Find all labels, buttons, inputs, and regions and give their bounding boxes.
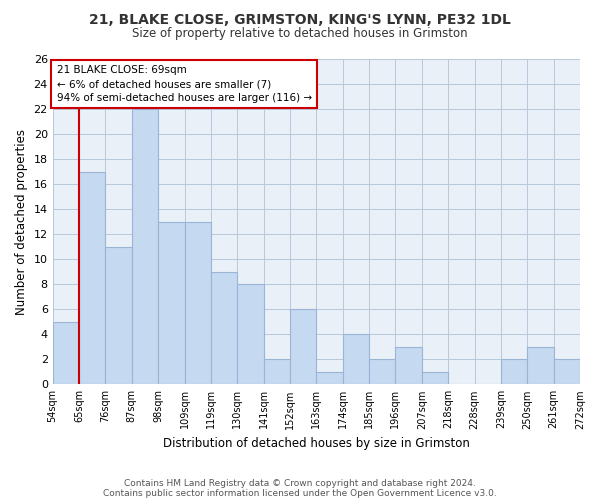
Bar	[501, 360, 527, 384]
Bar	[527, 347, 554, 385]
Bar	[79, 172, 106, 384]
Bar	[343, 334, 369, 384]
Bar	[185, 222, 211, 384]
Bar	[158, 222, 185, 384]
Bar	[211, 272, 237, 384]
Bar	[554, 360, 580, 384]
Bar	[422, 372, 448, 384]
Text: 21 BLAKE CLOSE: 69sqm
← 6% of detached houses are smaller (7)
94% of semi-detach: 21 BLAKE CLOSE: 69sqm ← 6% of detached h…	[56, 66, 312, 104]
Text: Size of property relative to detached houses in Grimston: Size of property relative to detached ho…	[132, 28, 468, 40]
Y-axis label: Number of detached properties: Number of detached properties	[15, 128, 28, 314]
Bar	[237, 284, 263, 384]
Bar	[395, 347, 422, 385]
Bar	[369, 360, 395, 384]
X-axis label: Distribution of detached houses by size in Grimston: Distribution of detached houses by size …	[163, 437, 470, 450]
Text: Contains public sector information licensed under the Open Government Licence v3: Contains public sector information licen…	[103, 488, 497, 498]
Bar	[106, 246, 132, 384]
Text: Contains HM Land Registry data © Crown copyright and database right 2024.: Contains HM Land Registry data © Crown c…	[124, 478, 476, 488]
Bar	[53, 322, 79, 384]
Bar	[263, 360, 290, 384]
Bar	[316, 372, 343, 384]
Text: 21, BLAKE CLOSE, GRIMSTON, KING'S LYNN, PE32 1DL: 21, BLAKE CLOSE, GRIMSTON, KING'S LYNN, …	[89, 12, 511, 26]
Bar	[132, 109, 158, 384]
Bar	[290, 309, 316, 384]
